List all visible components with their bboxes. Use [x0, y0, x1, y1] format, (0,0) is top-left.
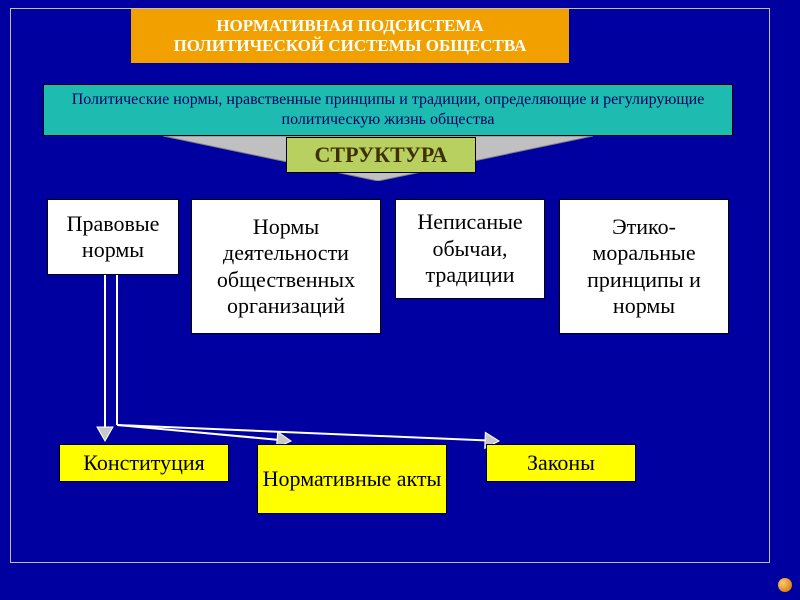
leaf-box-1: Нормативные акты — [257, 444, 447, 514]
leaf-label-2: Законы — [527, 450, 595, 476]
leaf-label-1: Нормативные акты — [263, 466, 442, 492]
arrow-line-3 — [117, 425, 485, 440]
leaf-label-0: Конституция — [83, 450, 205, 476]
diagram-frame: НОРМАТИВНАЯ ПОДСИСТЕМА ПОЛИТИЧЕСКОЙ СИСТ… — [10, 8, 770, 563]
arrow-head-0 — [97, 427, 113, 441]
leaf-box-2: Законы — [486, 444, 636, 482]
leaf-box-0: Конституция — [59, 444, 229, 482]
arrow-line-2 — [117, 425, 277, 440]
corner-decoration-icon — [778, 578, 792, 592]
